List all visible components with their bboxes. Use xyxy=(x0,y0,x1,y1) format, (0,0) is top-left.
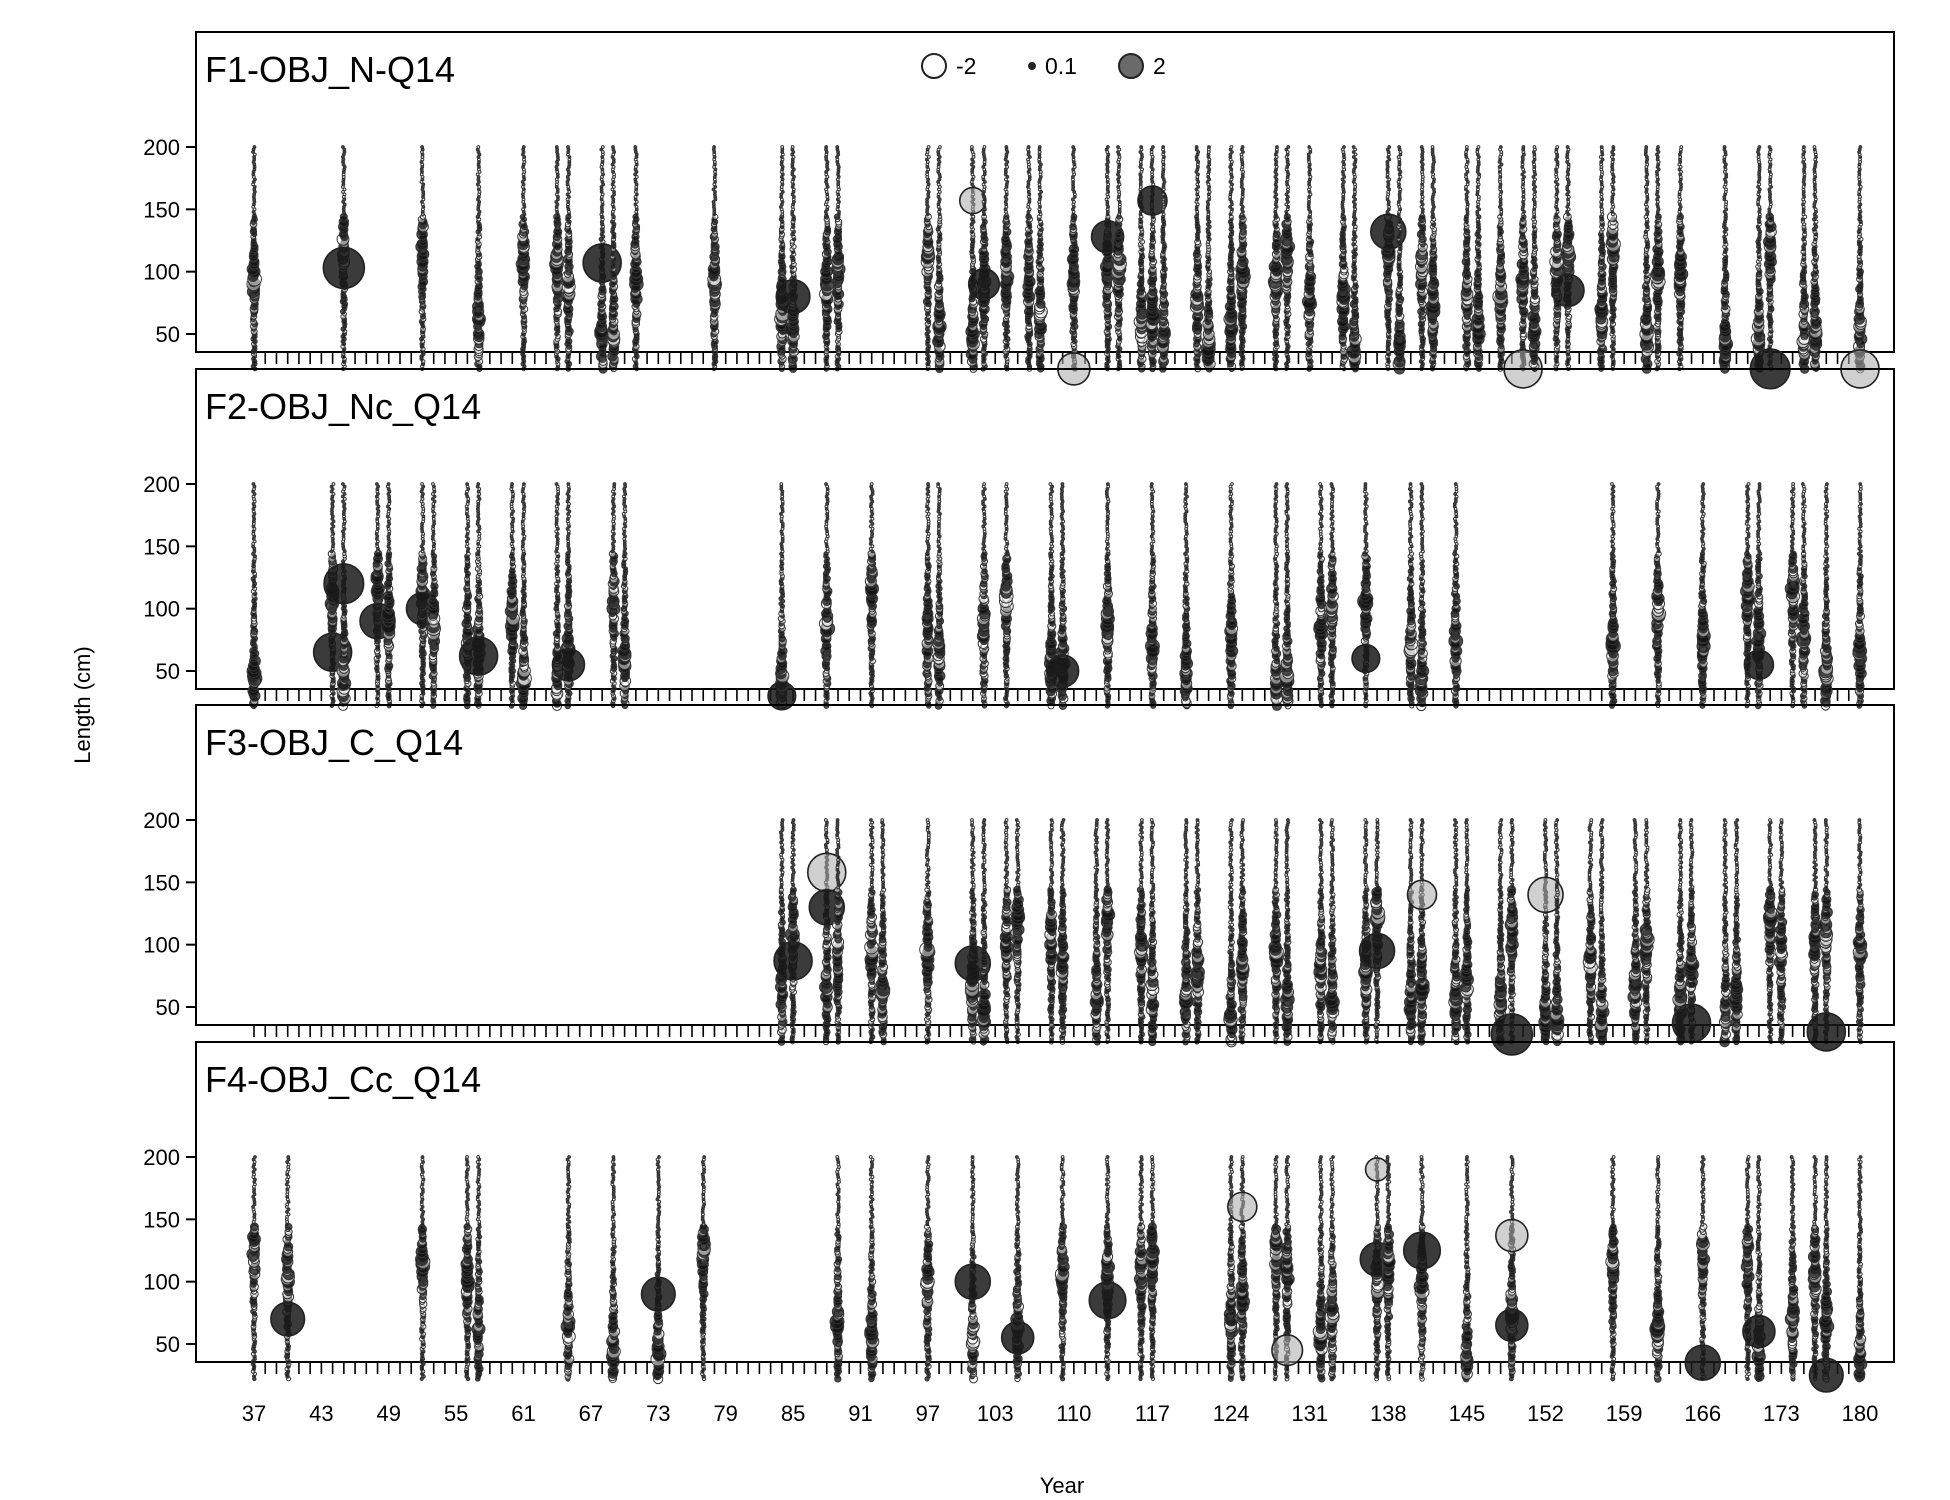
bubble xyxy=(1420,146,1423,149)
bubble xyxy=(1038,146,1041,149)
bubble xyxy=(1117,146,1120,149)
bubble-highlight xyxy=(960,188,986,214)
bubble-highlight xyxy=(1552,274,1584,306)
bubble xyxy=(1556,146,1559,149)
bubble-highlight xyxy=(776,280,810,314)
bubble xyxy=(781,146,784,149)
bubble xyxy=(612,146,615,149)
bubble xyxy=(1657,146,1660,149)
bubble xyxy=(1680,146,1683,149)
panel-title: F1-OBJ_N-Q14 xyxy=(205,49,455,90)
bubble xyxy=(1027,146,1030,149)
bubble xyxy=(1477,146,1480,149)
bubble xyxy=(1005,146,1008,149)
bubble-highlight xyxy=(969,269,1000,300)
bubble xyxy=(1388,146,1391,149)
y-tick-label: 50 xyxy=(156,322,180,347)
bubble xyxy=(1600,146,1603,149)
bubble xyxy=(1533,146,1536,149)
bubble xyxy=(1308,146,1311,149)
bubble xyxy=(1208,146,1211,149)
bubble xyxy=(983,146,986,149)
bubble xyxy=(1343,146,1346,149)
bubble xyxy=(477,146,480,149)
bubble xyxy=(1352,146,1355,149)
bubble xyxy=(1566,146,1569,149)
bubble xyxy=(1612,146,1615,149)
y-tick-label: 150 xyxy=(143,197,180,222)
bubble xyxy=(825,146,828,149)
bubble xyxy=(939,146,942,149)
bubble xyxy=(1241,146,1244,149)
bubble xyxy=(1465,146,1468,149)
bubble xyxy=(1287,146,1290,149)
bubble xyxy=(1276,146,1279,149)
bubble xyxy=(567,146,570,149)
y-tick-label: 200 xyxy=(143,135,180,160)
bubble xyxy=(1431,146,1434,149)
bubble xyxy=(971,146,974,149)
bubble xyxy=(634,146,637,149)
bubble xyxy=(713,146,716,149)
bubble xyxy=(1398,146,1401,149)
bubble xyxy=(522,146,525,149)
bubble xyxy=(1106,146,1109,149)
bubble xyxy=(1195,146,1198,149)
y-tick-label: 100 xyxy=(143,260,180,285)
bubble xyxy=(1140,146,1143,149)
bubble xyxy=(253,146,256,149)
bubble xyxy=(1522,146,1525,149)
bubble xyxy=(555,146,558,149)
bubble xyxy=(1645,146,1648,149)
bubble xyxy=(1151,146,1154,149)
bubble xyxy=(836,146,839,149)
bubble xyxy=(791,146,794,149)
bubble xyxy=(601,146,604,149)
bubble xyxy=(927,146,930,149)
bubble xyxy=(1162,146,1165,149)
bubble xyxy=(421,146,424,149)
bubble xyxy=(342,146,345,149)
bubble-highlight xyxy=(323,247,364,288)
bubble xyxy=(1072,146,1075,149)
bubble xyxy=(1230,146,1233,149)
bubble xyxy=(1499,146,1502,149)
